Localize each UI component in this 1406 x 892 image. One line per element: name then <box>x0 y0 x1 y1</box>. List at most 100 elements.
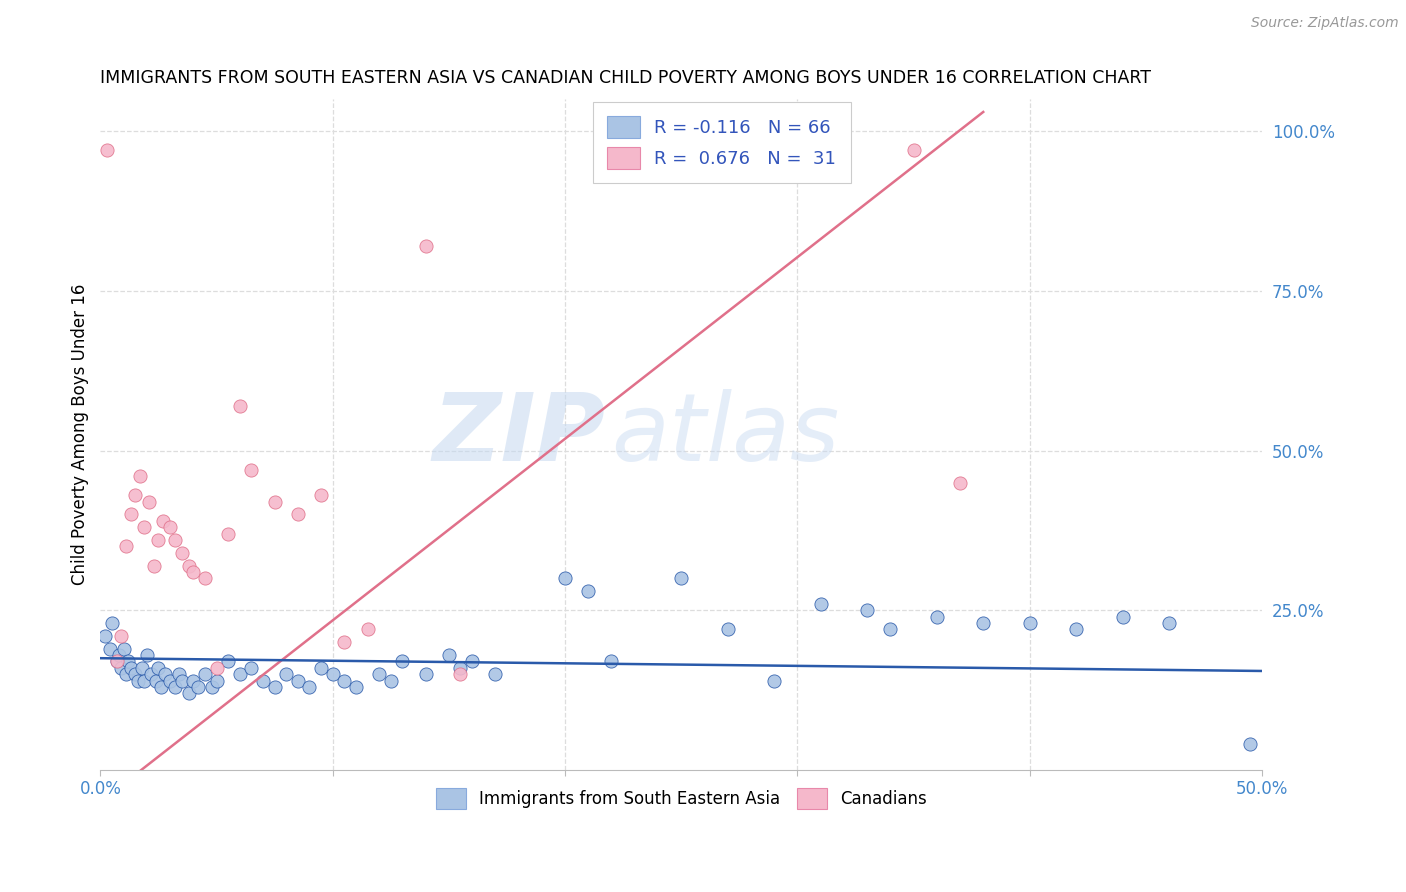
Point <box>159 520 181 534</box>
Point <box>205 673 228 688</box>
Point <box>450 667 472 681</box>
Point <box>229 667 252 681</box>
Point <box>177 558 200 573</box>
Point <box>333 673 356 688</box>
Point <box>194 667 217 681</box>
Text: Source: ZipAtlas.com: Source: ZipAtlas.com <box>1251 16 1399 30</box>
Point <box>170 546 193 560</box>
Point <box>120 661 142 675</box>
Point <box>124 667 146 681</box>
Point <box>1064 623 1087 637</box>
Point <box>240 661 263 675</box>
Point <box>252 673 274 688</box>
Point <box>194 571 217 585</box>
Point <box>101 615 124 630</box>
Point <box>309 661 332 675</box>
Point <box>131 661 153 675</box>
Point <box>600 654 623 668</box>
Point <box>450 661 472 675</box>
Point <box>879 623 901 637</box>
Point <box>810 597 832 611</box>
Point <box>287 508 309 522</box>
Point <box>134 673 156 688</box>
Text: atlas: atlas <box>612 389 839 480</box>
Point <box>115 667 138 681</box>
Point <box>356 623 378 637</box>
Point <box>276 667 298 681</box>
Point <box>155 667 177 681</box>
Point <box>391 654 413 668</box>
Point <box>145 673 167 688</box>
Point <box>1018 615 1040 630</box>
Point <box>415 667 437 681</box>
Point <box>159 673 181 688</box>
Point <box>263 494 285 508</box>
Point <box>105 654 128 668</box>
Point <box>1111 609 1133 624</box>
Point <box>717 623 740 637</box>
Point <box>669 571 692 585</box>
Point <box>217 654 239 668</box>
Point <box>554 571 576 585</box>
Point <box>96 143 118 157</box>
Point <box>205 661 228 675</box>
Point <box>368 667 391 681</box>
Point <box>163 680 186 694</box>
Point <box>298 680 321 694</box>
Point <box>105 654 128 668</box>
Point <box>98 641 121 656</box>
Point <box>127 673 149 688</box>
Point <box>181 673 204 688</box>
Point <box>142 558 165 573</box>
Point <box>115 540 138 554</box>
Point <box>1239 738 1261 752</box>
Point <box>169 667 191 681</box>
Point <box>1159 615 1181 630</box>
Text: ZIP: ZIP <box>433 389 606 481</box>
Point <box>117 654 139 668</box>
Point <box>138 494 160 508</box>
Point <box>380 673 402 688</box>
Point <box>181 565 204 579</box>
Point <box>201 680 224 694</box>
Point <box>949 475 972 490</box>
Point <box>972 615 994 630</box>
Point <box>120 508 142 522</box>
Point <box>112 641 135 656</box>
Point <box>124 488 146 502</box>
Point <box>415 239 437 253</box>
Point <box>177 686 200 700</box>
Point <box>309 488 332 502</box>
Point <box>576 584 599 599</box>
Point <box>903 143 925 157</box>
Point <box>217 526 239 541</box>
Point <box>856 603 879 617</box>
Point <box>94 629 117 643</box>
Point <box>229 399 252 413</box>
Y-axis label: Child Poverty Among Boys Under 16: Child Poverty Among Boys Under 16 <box>72 284 89 585</box>
Point <box>263 680 285 694</box>
Point <box>763 673 786 688</box>
Text: IMMIGRANTS FROM SOUTH EASTERN ASIA VS CANADIAN CHILD POVERTY AMONG BOYS UNDER 16: IMMIGRANTS FROM SOUTH EASTERN ASIA VS CA… <box>100 69 1152 87</box>
Point <box>152 514 174 528</box>
Point <box>128 469 150 483</box>
Point <box>170 673 193 688</box>
Point <box>333 635 356 649</box>
Point <box>141 667 163 681</box>
Point <box>322 667 344 681</box>
Point <box>437 648 460 662</box>
Point <box>187 680 209 694</box>
Legend: Immigrants from South Eastern Asia, Canadians: Immigrants from South Eastern Asia, Cana… <box>422 775 941 822</box>
Point <box>135 648 157 662</box>
Point <box>925 609 948 624</box>
Point <box>148 661 170 675</box>
Point <box>108 648 131 662</box>
Point <box>110 629 132 643</box>
Point <box>461 654 484 668</box>
Point <box>484 667 506 681</box>
Point <box>163 533 186 547</box>
Point <box>134 520 156 534</box>
Point <box>149 680 172 694</box>
Point <box>148 533 170 547</box>
Point <box>344 680 367 694</box>
